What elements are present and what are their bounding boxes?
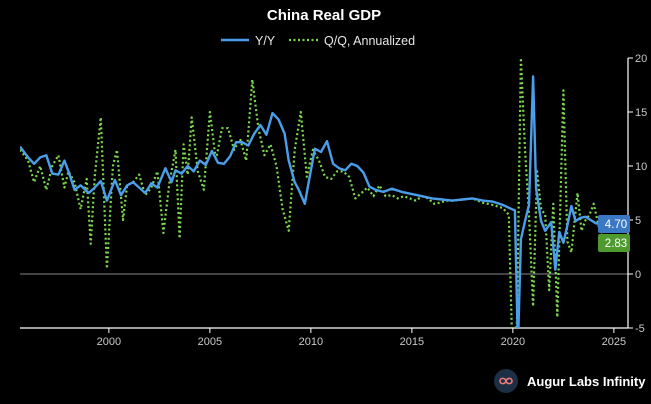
series-line-yy: [20, 75, 607, 328]
y-tick-label: 5: [635, 215, 641, 227]
x-tick-label: 2000: [97, 336, 121, 348]
series-line-qq: [20, 58, 607, 328]
brand-watermark: Augur Labs Infinity: [494, 369, 646, 393]
last-value-badge-yy: 4.70: [598, 215, 630, 233]
x-tick-label: 2020: [501, 336, 525, 348]
x-tick-label: 2005: [198, 336, 222, 348]
last-value-label: 4.70: [605, 219, 627, 231]
x-tick-label: 2025: [602, 336, 626, 348]
brand-name: Augur Labs Infinity: [527, 374, 646, 389]
x-tick-label: 2015: [400, 336, 424, 348]
last-value-badge-qq: 2.83: [598, 234, 630, 252]
x-tick-label: 2010: [299, 336, 323, 348]
y-tick-label: 0: [635, 269, 641, 281]
legend-label-yy: Y/Y: [255, 34, 276, 48]
chart-title: China Real GDP: [267, 7, 381, 24]
y-tick-label: 10: [635, 161, 647, 173]
y-tick-label: -5: [635, 323, 645, 335]
y-tick-label: 15: [635, 107, 647, 119]
legend-item-qq[interactable]: Q/Q, Annualized: [289, 34, 415, 48]
legend-item-yy[interactable]: Y/Y: [221, 34, 276, 48]
legend: Y/Y Q/Q, Annualized: [221, 34, 415, 48]
legend-label-qq: Q/Q, Annualized: [324, 34, 415, 48]
infinity-logo-glyph: [499, 377, 513, 385]
y-tick-label: 20: [635, 53, 647, 65]
last-value-label: 2.83: [605, 238, 627, 250]
